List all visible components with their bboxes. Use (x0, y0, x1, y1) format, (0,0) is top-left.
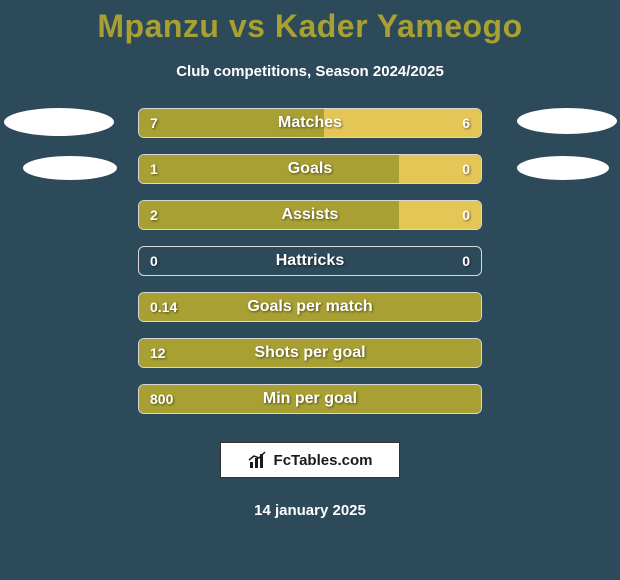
bar-track (138, 292, 482, 322)
stat-value-left: 12 (150, 338, 166, 368)
stat-row: Matches76 (138, 108, 482, 138)
bar-track (138, 384, 482, 414)
avatar-player2-primary (517, 108, 617, 134)
stat-value-left: 800 (150, 384, 173, 414)
stat-row: Min per goal800 (138, 384, 482, 414)
stat-row: Goals per match0.14 (138, 292, 482, 322)
bar-segment-right (324, 109, 481, 137)
bar-track (138, 200, 482, 230)
stat-value-right: 0 (462, 200, 470, 230)
stat-value-left: 1 (150, 154, 158, 184)
bar-segment-left (139, 385, 481, 413)
stat-value-left: 7 (150, 108, 158, 138)
chart-icon (248, 450, 268, 470)
avatar-player2-secondary (517, 156, 609, 180)
bar-track (138, 338, 482, 368)
subtitle: Club competitions, Season 2024/2025 (0, 63, 620, 80)
bar-track (138, 108, 482, 138)
bars-container: Matches76Goals10Assists20Hattricks00Goal… (138, 108, 482, 430)
bar-track (138, 154, 482, 184)
stat-value-right: 0 (462, 154, 470, 184)
stat-value-left: 0.14 (150, 292, 177, 322)
bar-segment-left (139, 201, 399, 229)
stat-value-left: 2 (150, 200, 158, 230)
page-title: Mpanzu vs Kader Yameogo (0, 0, 620, 45)
bar-track (138, 246, 482, 276)
bar-segment-left (139, 339, 481, 367)
fctables-logo[interactable]: FcTables.com (220, 442, 400, 478)
stat-value-right: 0 (462, 246, 470, 276)
generation-date: 14 january 2025 (0, 502, 620, 519)
avatar-player1-primary (4, 108, 114, 136)
stat-row: Hattricks00 (138, 246, 482, 276)
logo-text: FcTables.com (274, 452, 373, 469)
stat-row: Shots per goal12 (138, 338, 482, 368)
stat-row: Assists20 (138, 200, 482, 230)
bar-segment-left (139, 155, 399, 183)
bar-segment-left (139, 293, 481, 321)
avatar-player1-secondary (23, 156, 117, 180)
stat-value-left: 0 (150, 246, 158, 276)
stat-value-right: 6 (462, 108, 470, 138)
bar-segment-left (139, 109, 324, 137)
stat-row: Goals10 (138, 154, 482, 184)
